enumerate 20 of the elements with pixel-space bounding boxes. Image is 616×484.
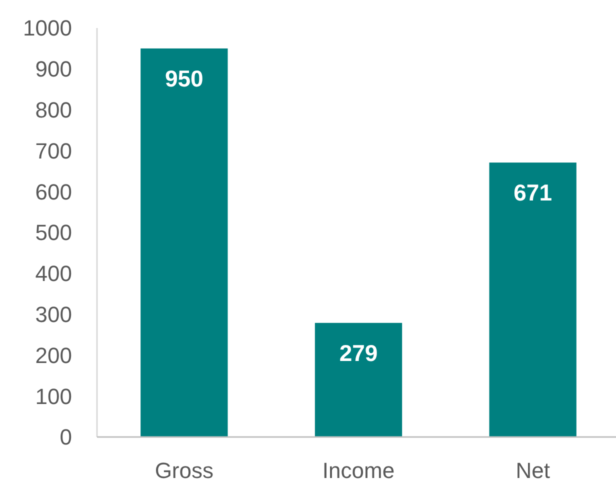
bar [140,48,228,437]
y-tick-label: 0 [60,424,72,450]
y-tick-label: 600 [35,179,72,204]
y-tick-label: 500 [35,220,72,246]
y-tick-label: 900 [35,56,72,82]
y-tick-label: 400 [35,261,72,286]
x-tick-label: Income [322,458,395,483]
y-tick-label: 200 [35,342,72,368]
data-label: 279 [339,340,378,366]
y-tick-label: 100 [35,384,72,409]
y-tick-label: 800 [35,98,72,122]
y-tick-label: 300 [35,302,72,327]
bar [489,162,576,437]
bar [314,322,402,437]
y-tick-label: 700 [35,138,72,164]
x-tick-label: Net [516,458,550,483]
x-tick-label: Gross [154,458,214,483]
data-label: 671 [514,180,552,206]
data-label: 950 [164,65,204,92]
y-tick-label: 1000 [23,16,72,41]
